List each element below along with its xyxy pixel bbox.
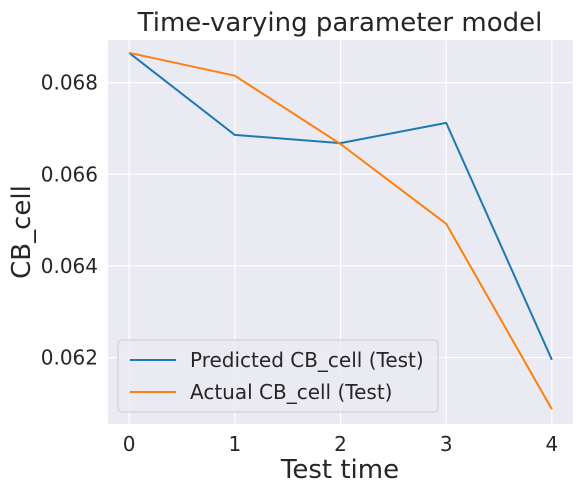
y-tick-labels: 0.062 0.064 0.066 0.068 bbox=[41, 71, 98, 370]
legend-box bbox=[117, 339, 439, 413]
y-tick-label: 0.068 bbox=[41, 71, 98, 95]
y-tick-label: 0.066 bbox=[41, 162, 98, 186]
legend-label-predicted: Predicted CB_cell (Test) bbox=[190, 348, 424, 372]
y-axis-label: CB_cell bbox=[7, 185, 37, 279]
x-tick-labels: 0 1 2 3 4 bbox=[123, 432, 558, 456]
x-tick-label: 3 bbox=[440, 432, 453, 456]
y-tick-label: 0.064 bbox=[41, 254, 98, 278]
x-tick-label: 4 bbox=[545, 432, 558, 456]
series-line-actual bbox=[128, 51, 553, 410]
x-tick-label: 1 bbox=[228, 432, 241, 456]
x-tick-label: 0 bbox=[123, 432, 136, 456]
x-axis-label: Test time bbox=[280, 455, 399, 485]
legend: Predicted CB_cell (Test) Actual CB_cell … bbox=[117, 339, 439, 413]
series-lines bbox=[128, 51, 553, 410]
x-tick-label: 2 bbox=[334, 432, 347, 456]
chart-title: Time-varying parameter model bbox=[137, 8, 543, 38]
legend-label-actual: Actual CB_cell (Test) bbox=[190, 380, 392, 404]
y-tick-label: 0.062 bbox=[41, 346, 98, 370]
